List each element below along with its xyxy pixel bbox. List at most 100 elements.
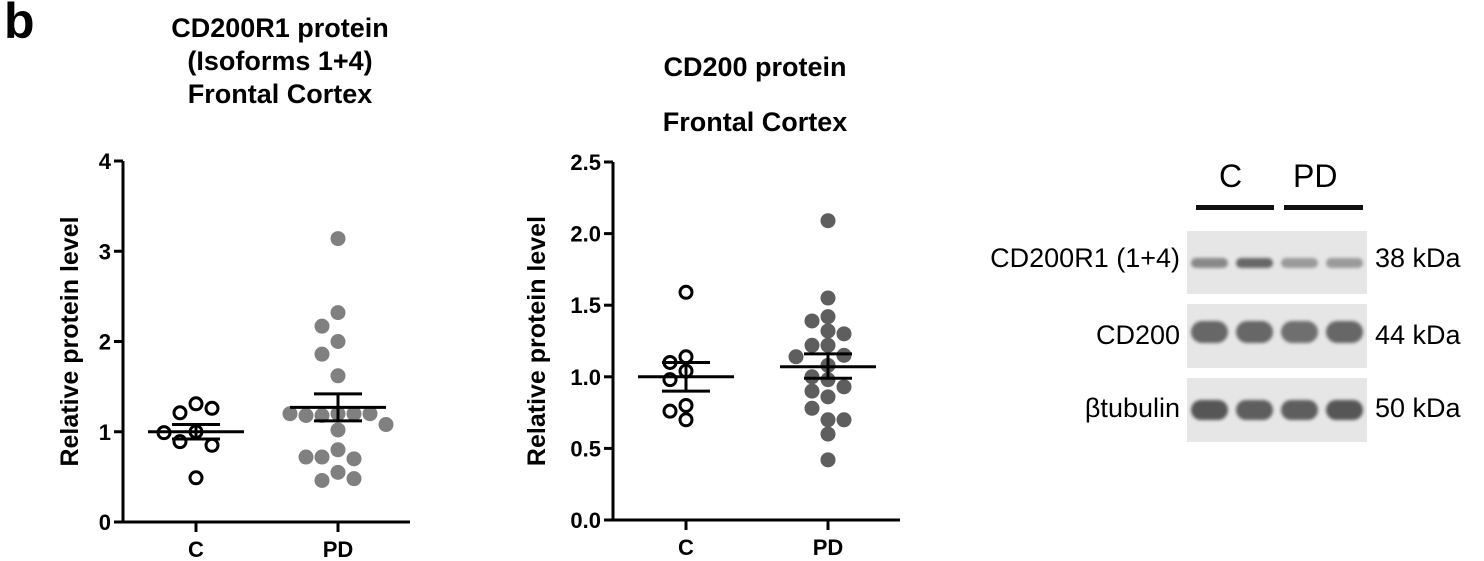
data-point-filled [820,290,836,306]
lane-group-c-label: C [1219,158,1243,194]
data-point-filled [330,368,346,384]
data-point-filled [298,449,314,465]
data-point-filled [820,426,836,442]
y-tick-label: 1 [99,420,111,445]
y-tick-label: 0.0 [570,508,601,533]
chart2-title-line1: CD200 protein [663,52,847,82]
data-point-filled [330,305,346,321]
x-tick-label: PD [323,537,354,561]
data-point-open [172,405,188,421]
y-axis-label: Relative protein level [56,216,84,466]
x-tick-label: PD [813,535,844,560]
blot-band [1281,258,1318,268]
data-point-filled [820,412,836,428]
data-point-filled [330,231,346,247]
data-point-filled [820,389,836,405]
chart2-title-line2: Frontal Cortex [662,107,848,137]
chart2-title: CD200 protein Frontal Cortex [575,40,935,150]
data-point-open [204,400,220,416]
y-axis-label: Relative protein level [523,216,551,466]
panel-label: b [4,0,35,49]
y-tick-label: 4 [99,149,112,174]
data-point-filled [330,334,346,349]
blot-row3-size: 50 kDa [1375,393,1461,423]
data-point-open [662,372,678,388]
y-tick-label: 1.0 [570,365,601,390]
y-tick-label: 2 [99,330,111,355]
y-tick-label: 3 [99,239,111,264]
data-point-filled [820,213,836,229]
y-tick-label: 2.0 [570,222,601,247]
data-point-filled [788,349,804,365]
chart1-plot: 0 1 2 3 4 C PD Relative protein level [56,149,410,561]
data-point-filled [314,408,330,424]
data-point-open [662,403,678,419]
lane-group-c-bar [1196,205,1274,210]
blot-band [1236,258,1273,268]
blot-band [1326,258,1363,268]
blot-band [1191,258,1228,268]
data-point-filled [330,422,346,438]
data-point-filled [836,379,852,395]
data-point-filled [378,417,394,433]
data-point-filled [314,449,330,465]
data-point-open [678,349,694,365]
data-point-filled [346,406,362,422]
blot-row3-protein: βtubulin [1084,393,1180,423]
blot-band [1281,400,1318,420]
data-point-filled [804,400,820,416]
blot-row2-size: 44 kDa [1375,320,1461,350]
blot-band [1191,400,1228,420]
data-point-filled [804,337,820,353]
lane-group-pd-label: PD [1293,158,1338,194]
data-point-filled [314,346,330,362]
blot-band [1326,321,1363,343]
y-tick-label: 0 [99,510,111,535]
blot-row1-size: 38 kDa [1375,243,1461,273]
blot-row2-image [1187,304,1367,368]
data-point-open [678,412,694,428]
chart1-title-line3: Frontal Cortex [187,79,373,109]
chart1-title-line1: CD200R1 protein [171,13,389,43]
lane-group-pd-bar [1284,205,1363,210]
y-tick-label: 0.5 [570,436,601,461]
x-tick-label: C [678,535,694,560]
data-point-filled [820,452,836,468]
blot-band [1236,321,1273,343]
data-point-filled [820,323,836,339]
data-point-filled [330,464,346,480]
data-point-filled [820,309,836,325]
data-point-filled [330,442,346,458]
y-tick-label: 2.5 [570,150,601,175]
charts-canvas: 0 1 2 3 4 C PD Relative protein level 0.0 0.5 1.0… [56,149,900,561]
data-point-filled [346,451,362,467]
blot-band [1281,321,1318,343]
data-point-open [204,437,220,453]
data-point-open [188,470,204,486]
data-point-open [678,397,694,413]
data-point-open [172,434,188,450]
blot-row2-protein: CD200 [1095,320,1180,350]
blot-row1-protein: CD200R1 (1+4) [990,243,1180,273]
chart2-plot: 0.0 0.5 1.0 1.5 2.0 2.5 C PD Relative protein le… [523,150,900,560]
blot-band [1236,400,1273,420]
data-point-filled [804,313,820,329]
data-point-filled [362,406,378,422]
data-point-filled [836,326,852,342]
data-point-filled [298,408,314,424]
data-point-filled [314,318,330,334]
y-tick-label: 1.5 [570,293,601,318]
blot-row1-image [1187,231,1367,294]
blot-row3-image [1187,378,1367,442]
blot-band [1191,321,1228,343]
x-tick-label: C [188,537,204,561]
data-point-filled [314,472,330,488]
data-point-filled [804,383,820,399]
data-point-open [678,284,694,300]
data-point-open [188,396,204,412]
data-point-filled [836,412,852,428]
chart1-title: CD200R1 protein (Isoforms 1+4) Frontal C… [100,12,460,111]
data-point-filled [346,471,362,487]
data-point-filled [820,337,836,353]
blot-band [1326,400,1363,420]
